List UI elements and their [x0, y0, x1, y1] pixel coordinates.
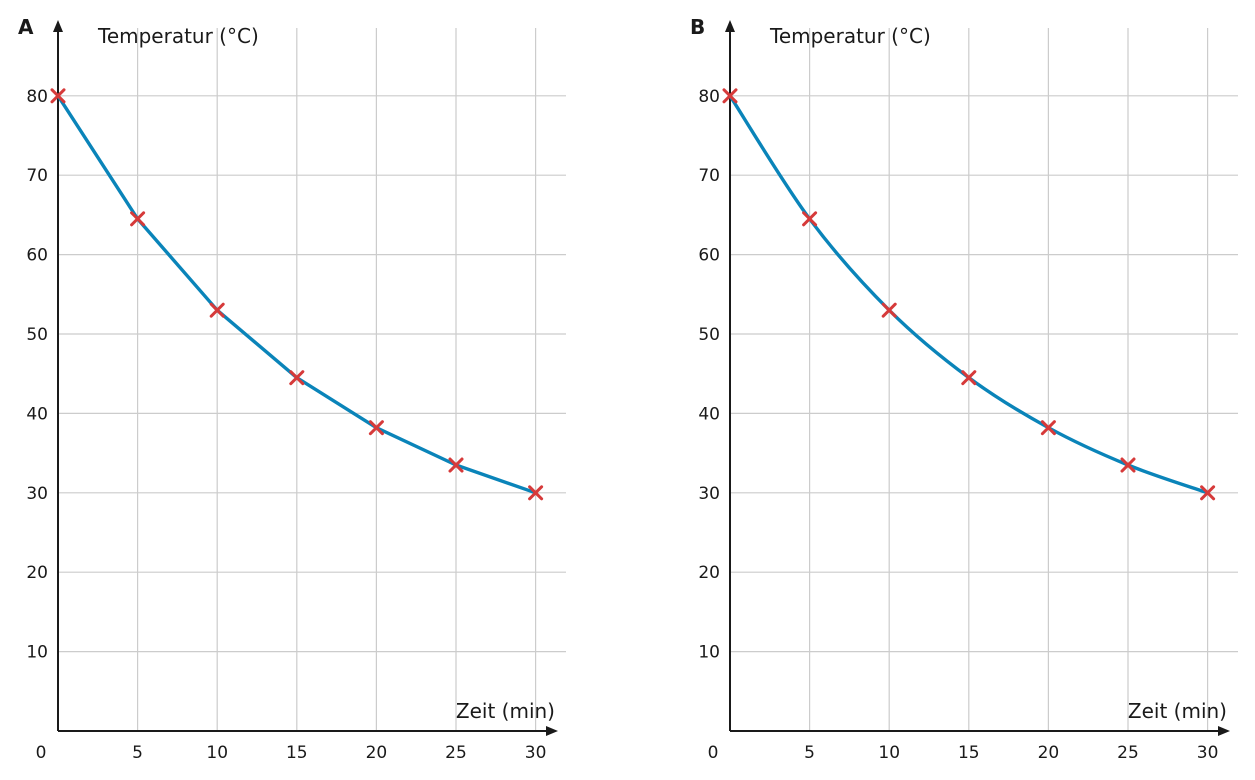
- marker-stroke: [1120, 457, 1136, 473]
- x-axis-arrow: [1218, 726, 1230, 736]
- marker-stroke: [722, 88, 738, 104]
- data-point-marker: [209, 302, 225, 318]
- data-point-marker: [1120, 457, 1136, 473]
- chart-panel-b: 10 20 30 40 50 60 70 80 5 10 15 20 25 30 0 Temperatur (…: [690, 15, 1238, 763]
- data-point-marker: [722, 88, 738, 104]
- data-point-marker: [50, 88, 66, 104]
- y-tick-label: 50: [698, 325, 720, 345]
- marker-stroke: [289, 370, 305, 386]
- y-axis-arrow: [53, 20, 63, 32]
- marker-stroke: [50, 88, 66, 104]
- y-tick-label: 80: [698, 87, 720, 107]
- x-tick-label: 20: [366, 743, 388, 763]
- data-point-marker: [881, 302, 897, 318]
- y-tick-label: 20: [26, 563, 48, 583]
- marker-stroke: [961, 370, 977, 386]
- marker-stroke: [448, 457, 464, 473]
- x-axis-title: Zeit (min): [1128, 699, 1227, 723]
- y-tick-label: 80: [26, 87, 48, 107]
- x-tick-label: 30: [525, 743, 547, 763]
- marker-stroke: [881, 302, 897, 318]
- x-tick-label: 15: [286, 743, 308, 763]
- marker-stroke: [130, 211, 146, 227]
- marker-stroke: [209, 302, 225, 318]
- x-axis-title: Zeit (min): [456, 699, 555, 723]
- y-axis-title: Temperatur (°C): [769, 24, 931, 48]
- y-axis-title: Temperatur (°C): [97, 24, 259, 48]
- marker-stroke: [802, 211, 818, 227]
- x-tick-label: 5: [804, 743, 815, 763]
- x-axis-arrow: [546, 726, 558, 736]
- y-tick-label: 20: [698, 563, 720, 583]
- x-tick-label: 25: [445, 743, 467, 763]
- y-tick-label: 10: [26, 643, 48, 663]
- origin-label: 0: [36, 743, 47, 763]
- x-tick-label: 30: [1197, 743, 1219, 763]
- y-tick-label: 60: [26, 246, 48, 266]
- x-tick-label: 25: [1117, 743, 1139, 763]
- marker-stroke: [528, 485, 544, 501]
- y-tick-label: 70: [26, 166, 48, 186]
- data-point-marker: [528, 485, 544, 501]
- marker-stroke: [1200, 485, 1216, 501]
- y-tick-label: 40: [698, 404, 720, 424]
- x-tick-label: 15: [958, 743, 980, 763]
- x-tick-label: 5: [132, 743, 143, 763]
- y-tick-label: 10: [698, 643, 720, 663]
- data-point-marker: [802, 211, 818, 227]
- y-tick-label: 30: [26, 484, 48, 504]
- marker-stroke: [368, 420, 384, 436]
- data-point-marker: [368, 420, 384, 436]
- x-tick-label: 10: [878, 743, 900, 763]
- y-tick-label: 70: [698, 166, 720, 186]
- data-point-marker: [448, 457, 464, 473]
- data-point-marker: [1040, 420, 1056, 436]
- panel-label: A: [18, 15, 34, 39]
- chart-panel-a: 10 20 30 40 50 60 70 80 5 10 15 20 25 30 0 Temperatur (…: [18, 15, 566, 763]
- y-tick-label: 60: [698, 246, 720, 266]
- data-point-marker: [961, 370, 977, 386]
- panel-label: B: [690, 15, 705, 39]
- y-tick-label: 30: [698, 484, 720, 504]
- data-point-marker: [130, 211, 146, 227]
- marker-stroke: [1040, 420, 1056, 436]
- y-tick-label: 40: [26, 404, 48, 424]
- x-tick-label: 10: [206, 743, 228, 763]
- data-point-marker: [1200, 485, 1216, 501]
- y-axis-arrow: [725, 20, 735, 32]
- x-tick-label: 20: [1038, 743, 1060, 763]
- origin-label: 0: [708, 743, 719, 763]
- y-tick-label: 50: [26, 325, 48, 345]
- data-point-marker: [289, 370, 305, 386]
